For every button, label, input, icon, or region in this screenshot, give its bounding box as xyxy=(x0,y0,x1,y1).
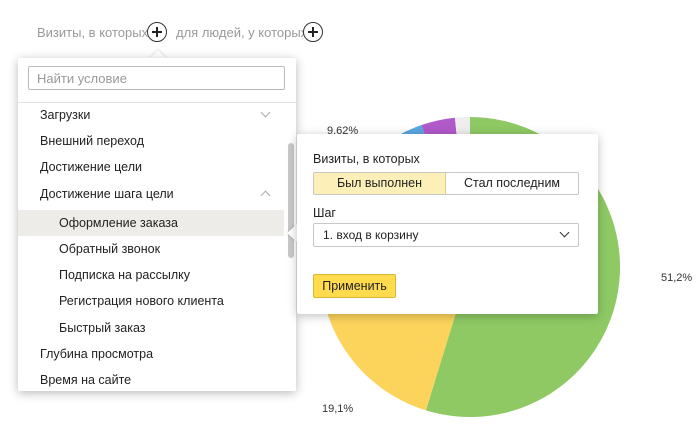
condition-item-label: Достижение цели xyxy=(40,160,142,174)
popup-caret xyxy=(287,224,297,242)
condition-item-time-on-site[interactable]: Время на сайте xyxy=(18,367,284,391)
step-select-value: 1. вход в корзину xyxy=(323,228,419,242)
segment-filter-bar: Визиты, в которых для людей, у которых xyxy=(0,0,700,60)
condition-search-input[interactable] xyxy=(28,66,285,90)
add-people-condition-button[interactable] xyxy=(303,22,323,42)
condition-dropdown: Загрузки Внешний переход Достижение цели… xyxy=(18,58,296,391)
condition-item-label: Глубина просмотра xyxy=(40,347,154,361)
condition-subitem-quick-order[interactable]: Быстрый заказ xyxy=(18,315,284,341)
scrollbar-thumb[interactable] xyxy=(288,143,294,258)
popup-title: Визиты, в которых xyxy=(313,152,420,166)
divider xyxy=(18,102,296,103)
option-completed-button[interactable]: Был выполнен xyxy=(314,173,446,194)
step-select[interactable]: 1. вход в корзину xyxy=(313,223,579,247)
chevron-up-icon[interactable] xyxy=(260,190,271,201)
apply-button[interactable]: Применить xyxy=(313,274,396,298)
condition-item-external-referral[interactable]: Внешний переход xyxy=(18,128,284,154)
condition-item-downloads[interactable]: Загрузки xyxy=(18,102,284,128)
condition-item-label: Подписка на рассылку xyxy=(59,268,190,282)
chevron-down-icon[interactable] xyxy=(260,107,271,118)
visit-condition-toggle: Был выполнен Стал последним xyxy=(313,172,579,195)
condition-item-goal-step[interactable]: Достижение шага цели xyxy=(18,181,284,207)
pie-label-green: 51,2% xyxy=(661,272,693,284)
condition-item-goal-reached[interactable]: Достижение цели xyxy=(18,154,284,180)
add-visit-condition-button[interactable] xyxy=(147,22,167,42)
condition-item-label: Регистрация нового клиента xyxy=(59,294,224,308)
condition-subitem-callback[interactable]: Обратный звонок xyxy=(18,236,284,262)
condition-subitem-checkout[interactable]: Оформление заказа xyxy=(18,210,284,236)
condition-subitem-registration[interactable]: Регистрация нового клиента xyxy=(18,288,284,314)
condition-details-popup: Визиты, в которых Был выполнен Стал посл… xyxy=(297,134,598,314)
condition-item-label: Быстрый заказ xyxy=(59,321,146,335)
condition-item-label: Достижение шага цели xyxy=(40,187,174,201)
step-label: Шаг xyxy=(313,206,336,220)
condition-item-label: Оформление заказа xyxy=(59,216,178,230)
pie-label-yellow: 19,1% xyxy=(322,403,354,415)
chevron-down-icon xyxy=(559,227,570,238)
people-filter-label: для людей, у которых xyxy=(176,25,308,40)
condition-item-label: Загрузки xyxy=(40,108,91,122)
condition-item-label: Время на сайте xyxy=(40,373,132,387)
condition-item-label: Обратный звонок xyxy=(59,242,161,256)
dropdown-caret xyxy=(149,50,167,59)
condition-subitem-newsletter[interactable]: Подписка на рассылку xyxy=(18,262,284,288)
condition-item-page-depth[interactable]: Глубина просмотра xyxy=(18,341,284,367)
visits-filter-label: Визиты, в которых xyxy=(37,25,149,40)
option-last-button[interactable]: Стал последним xyxy=(446,173,578,194)
condition-item-label: Внешний переход xyxy=(40,134,144,148)
